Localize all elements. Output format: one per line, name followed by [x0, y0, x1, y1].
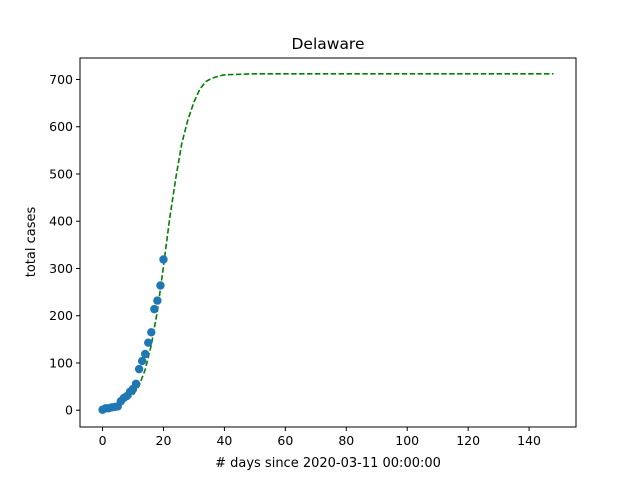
data-point	[134, 364, 144, 374]
x-tick-label: 100	[395, 433, 419, 448]
data-point	[153, 296, 162, 305]
data-point	[150, 304, 159, 314]
x-tick-label: 20	[156, 433, 172, 448]
y-tick-label: 400	[49, 214, 73, 229]
y-tick-label: 300	[49, 261, 73, 276]
y-tick-label: 100	[49, 355, 73, 370]
plot-area	[98, 73, 554, 414]
x-tick-label: 40	[216, 433, 232, 448]
data-point	[144, 338, 153, 347]
data-point	[147, 328, 156, 337]
x-tick-label: 140	[517, 433, 541, 448]
data-point	[156, 281, 165, 290]
y-tick-label: 700	[49, 72, 73, 87]
x-axis: 0 20 40 60 80 100 120 140	[99, 427, 541, 448]
y-tick-label: 600	[49, 119, 73, 134]
data-point	[131, 379, 141, 388]
data-point	[159, 255, 168, 264]
x-tick-label: 60	[277, 433, 293, 448]
y-axis-label: total cases	[24, 207, 39, 278]
y-axis: 0 100 200 300 400 500 600 700	[49, 72, 80, 418]
data-point	[140, 349, 150, 359]
data-point	[137, 356, 147, 366]
x-tick-label: 0	[99, 433, 107, 448]
x-axis-label: # days since 2020-03-11 00:00:00	[215, 456, 441, 471]
y-tick-label: 500	[49, 166, 73, 181]
axes-frame	[79, 57, 577, 428]
x-tick-label: 120	[456, 433, 480, 448]
chart-title: Delaware	[291, 35, 364, 53]
x-tick-label: 80	[338, 433, 354, 448]
fit-curve-line	[105, 73, 554, 410]
y-tick-label: 0	[65, 403, 73, 418]
y-tick-label: 200	[49, 308, 73, 323]
